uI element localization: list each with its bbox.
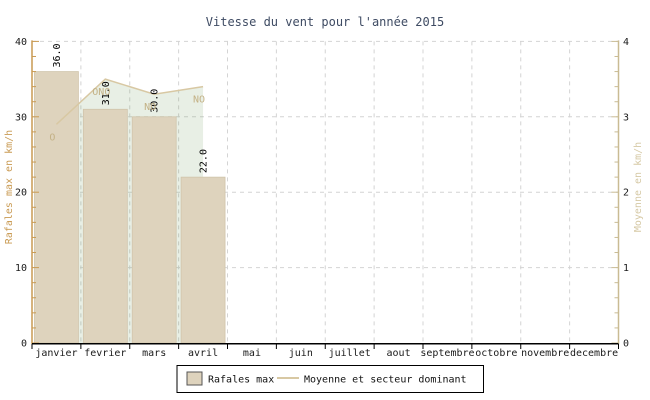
bar-value-label: 30.0 xyxy=(150,89,161,113)
axes-layer: 0 10 20 30 40 0 1 2 3 4 janvier fevrier mars avril mai… xyxy=(15,37,629,359)
left-tick-label: 10 xyxy=(15,263,27,274)
legend-label-moyenne: Moyenne et secteur dominant xyxy=(304,375,467,386)
left-tick-label: 0 xyxy=(21,339,27,350)
x-label-avril: avril xyxy=(188,348,218,359)
bar-avril xyxy=(180,176,226,344)
x-label-decembre: decembre xyxy=(570,348,618,359)
data-labels-layer: 36.0 31.0 30.0 22.0 O ONO NO NO xyxy=(49,43,209,173)
sector-label: NO xyxy=(144,102,156,113)
left-tick-label: 30 xyxy=(15,112,27,123)
x-label-mars: mars xyxy=(142,348,166,359)
bar-mars xyxy=(131,116,177,344)
grid-layer xyxy=(32,40,619,343)
right-tick-label: 3 xyxy=(623,112,629,123)
sector-label: NO xyxy=(193,95,205,106)
left-tick-label: 40 xyxy=(15,37,27,48)
x-label-juin: juin xyxy=(289,348,313,359)
x-label-fevrier: fevrier xyxy=(84,348,126,359)
bar-series-layer xyxy=(34,71,226,344)
legend: Rafales max Moyenne et secteur dominant xyxy=(176,365,484,393)
right-tick-label: 0 xyxy=(623,339,629,350)
bar-janvier xyxy=(34,71,79,344)
bar-fevrier xyxy=(82,108,128,344)
left-tick-label: 20 xyxy=(15,188,27,199)
legend-bar-swatch xyxy=(186,371,203,386)
x-label-aout: aout xyxy=(387,348,411,359)
x-label-septembre: septembre xyxy=(420,348,474,359)
x-label-juillet: juillet xyxy=(329,348,371,359)
bar-value-label: 31.0 xyxy=(101,81,112,105)
bar-value-label: 22.0 xyxy=(199,149,210,173)
right-axis-title: Moyenne en km/h xyxy=(633,142,644,232)
sector-label: O xyxy=(49,132,55,143)
mean-wind-line xyxy=(55,78,204,125)
x-label-octobre: octobre xyxy=(475,348,517,359)
right-tick-label: 2 xyxy=(623,188,629,199)
x-label-mai: mai xyxy=(243,348,261,359)
x-label-janvier: janvier xyxy=(35,348,77,359)
legend-label-rafales: Rafales max xyxy=(208,375,274,386)
sector-label: ONO xyxy=(92,87,110,98)
chart-title: Vitesse du vent pour l'année 2015 xyxy=(206,15,444,29)
legend-box xyxy=(176,365,484,393)
bar-value-label: 36.0 xyxy=(52,43,63,67)
left-axis-title: Rafales max en km/h xyxy=(4,130,15,244)
line-series-layer xyxy=(55,78,204,125)
x-label-novembre: novembre xyxy=(521,348,569,359)
right-tick-label: 4 xyxy=(623,37,629,48)
right-tick-label: 1 xyxy=(623,263,629,274)
